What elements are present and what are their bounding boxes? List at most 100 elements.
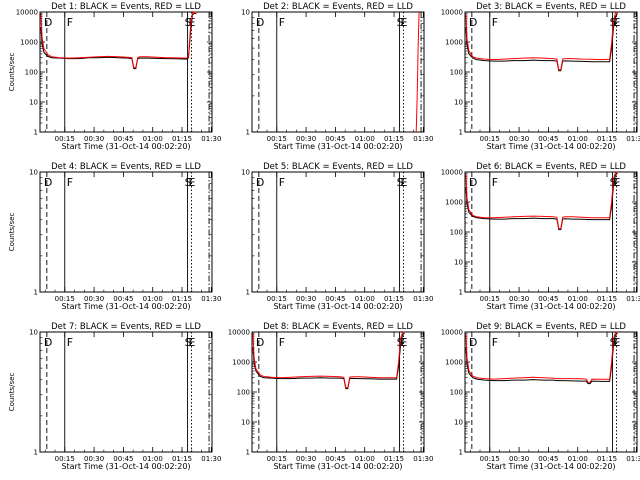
- x-axis-title: Start Time (31-Oct-14 00:02:20): [273, 302, 402, 311]
- flag-D: D: [256, 176, 264, 189]
- x-axis-title: Start Time (31-Oct-14 00:02:20): [273, 462, 402, 471]
- y-tick-label: 10000: [441, 169, 463, 177]
- series-line-primary: [465, 172, 618, 231]
- panel-det-2: Det 2: BLACK = Events, RED = LLD 1 10 00:15…: [241, 2, 433, 151]
- y-tick-label: 10: [454, 259, 463, 267]
- y-tick-label: 1000: [445, 359, 463, 367]
- x-tick-label: 00:45: [538, 135, 558, 143]
- x-axis-title: Start Time (31-Oct-14 00:02:20): [486, 142, 615, 151]
- x-tick-label: 00:15: [480, 135, 500, 143]
- flag-F: F: [67, 176, 73, 189]
- panel-det-7: Det 7: BLACK = Events, RED = LLD 1 10 00:15…: [8, 322, 221, 471]
- series-line-primary: [415, 11, 420, 133]
- x-tick-label: 01:00: [355, 295, 375, 303]
- x-tick-label: 01:15: [384, 455, 404, 463]
- flag-E: E: [188, 176, 195, 189]
- flag-D: D: [44, 176, 52, 189]
- x-axis-title: Start Time (31-Oct-14 00:02:20): [61, 142, 190, 151]
- panel-det-9: Det 9: BLACK = Events, RED = LLD 1 10 100 10…: [441, 322, 640, 471]
- x-tick-label: 01:15: [172, 135, 192, 143]
- x-tick-label: 00:30: [84, 295, 104, 303]
- panel-title: Det 4: BLACK = Events, RED = LLD: [51, 162, 201, 172]
- y-tick-label: 10: [241, 169, 250, 177]
- flag-E: E: [188, 336, 195, 349]
- panel-title: Det 1: BLACK = Events, RED = LLD: [51, 2, 201, 12]
- series-line-primary: [465, 332, 618, 385]
- x-tick-label: 00:30: [296, 135, 316, 143]
- x-tick-label: 01:30: [626, 455, 640, 463]
- panel-title: Det 8: BLACK = Events, RED = LLD: [263, 322, 413, 332]
- y-tick-label: 10000: [441, 9, 463, 17]
- x-tick-label: 00:15: [267, 455, 287, 463]
- flag-S: S: [397, 176, 404, 189]
- series-line-primary: [465, 13, 618, 72]
- panel-title: Det 6: BLACK = Events, RED = LLD: [476, 162, 626, 172]
- series-line-secondary: [465, 171, 618, 230]
- x-axis-title: Start Time (31-Oct-14 00:02:20): [486, 462, 615, 471]
- flag-F: F: [279, 176, 285, 189]
- x-tick-label: 00:30: [509, 295, 529, 303]
- panel-det-8: Det 8: BLACK = Events, RED = LLD 1 10 100 10…: [228, 322, 434, 471]
- y-tick-label: 1: [459, 289, 463, 297]
- flag-F: F: [67, 336, 73, 349]
- flag-D: D: [469, 16, 477, 29]
- x-tick-label: 01:30: [413, 135, 433, 143]
- x-tick-label: 00:30: [84, 455, 104, 463]
- plot-frame: [251, 331, 425, 453]
- x-axis-title: Start Time (31-Oct-14 00:02:20): [273, 142, 402, 151]
- y-tick-label: 10: [454, 419, 463, 427]
- x-tick-label: 00:45: [113, 295, 133, 303]
- x-tick-label: 01:00: [143, 455, 163, 463]
- x-tick-label: 00:45: [113, 455, 133, 463]
- y-tick-label: 10000: [441, 329, 463, 337]
- plot-frame: [39, 171, 213, 293]
- x-tick-label: 01:00: [143, 295, 163, 303]
- flag-E: E: [400, 176, 407, 189]
- flag-D: D: [256, 16, 264, 29]
- plot-frame: [464, 331, 638, 453]
- x-tick-label: 01:30: [201, 455, 221, 463]
- y-tick-label: 100: [450, 229, 463, 237]
- x-tick-label: 00:15: [480, 455, 500, 463]
- y-tick-label: 100: [25, 69, 38, 77]
- y-tick-label: 100: [450, 389, 463, 397]
- y-axis-title: Counts/sec: [8, 373, 16, 412]
- flag-E: E: [613, 336, 620, 349]
- series-line-primary: [40, 12, 197, 70]
- x-tick-label: 00:15: [267, 295, 287, 303]
- y-tick-label: 10: [454, 99, 463, 107]
- x-axis-title: Start Time (31-Oct-14 00:02:20): [486, 302, 615, 311]
- x-tick-label: 00:30: [84, 135, 104, 143]
- y-tick-label: 1000: [445, 39, 463, 47]
- y-tick-label: 1: [246, 129, 250, 137]
- y-tick-label: 10: [241, 9, 250, 17]
- y-tick-label: 1: [246, 289, 250, 297]
- plot-frame: [251, 11, 425, 133]
- x-tick-label: 00:30: [509, 455, 529, 463]
- x-tick-label: 00:45: [538, 295, 558, 303]
- flag-S: S: [397, 16, 404, 29]
- x-tick-label: 00:45: [325, 135, 345, 143]
- x-tick-label: 00:45: [113, 135, 133, 143]
- panel-title: Det 3: BLACK = Events, RED = LLD: [476, 2, 626, 12]
- x-tick-label: 01:30: [201, 295, 221, 303]
- x-tick-label: 01:00: [568, 455, 588, 463]
- y-tick-label: 1: [459, 449, 463, 457]
- panel-det-1: Det 1: BLACK = Events, RED = LLD 1 10 100 10…: [8, 2, 221, 151]
- flag-D: D: [469, 176, 477, 189]
- x-tick-label: 00:30: [296, 455, 316, 463]
- x-tick-label: 00:45: [325, 455, 345, 463]
- x-tick-label: 00:15: [55, 135, 75, 143]
- flag-S: S: [185, 16, 192, 29]
- y-tick-label: 1000: [232, 359, 250, 367]
- flag-F: F: [279, 16, 285, 29]
- x-axis-title: Start Time (31-Oct-14 00:02:20): [61, 302, 190, 311]
- x-tick-label: 01:15: [597, 135, 617, 143]
- x-tick-label: 01:00: [568, 295, 588, 303]
- plot-frame: [464, 11, 638, 133]
- x-tick-label: 00:15: [55, 455, 75, 463]
- series-line-secondary: [252, 331, 405, 389]
- flag-F: F: [67, 16, 73, 29]
- x-tick-label: 01:00: [143, 135, 163, 143]
- panel-det-5: Det 5: BLACK = Events, RED = LLD 1 10 00:15…: [241, 162, 433, 311]
